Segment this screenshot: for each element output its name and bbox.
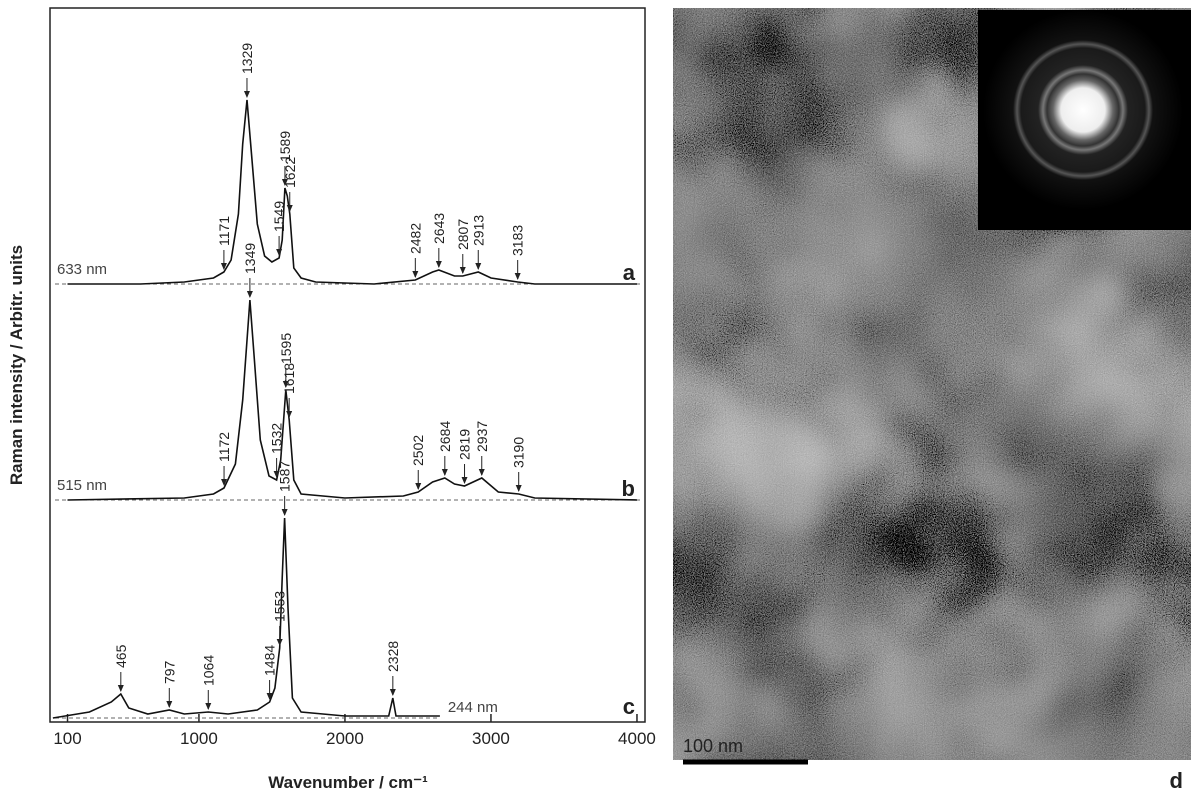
spectrum [52, 517, 440, 719]
series-name: 244 nm [448, 699, 498, 716]
peak-label: 1622 [282, 157, 298, 188]
peak-arrowhead [246, 291, 253, 298]
spectrum [67, 99, 637, 285]
peak-label: 2502 [410, 435, 426, 466]
peak-label: 1553 [272, 591, 288, 622]
peak-label: 1532 [269, 423, 285, 454]
peak-label: 3183 [510, 225, 526, 256]
x-tick-label: 3000 [472, 729, 510, 748]
peak-arrowhead [281, 179, 288, 186]
peak-arrowhead [515, 485, 522, 492]
scale-bar-label: 100 nm [683, 736, 743, 756]
panel-label: c [623, 694, 635, 719]
peak-label: 1171 [216, 216, 232, 246]
plot-frame [49, 7, 646, 723]
peak-arrowhead [205, 703, 212, 710]
series-name: 633 nm [57, 261, 107, 278]
x-tick-label: 1000 [180, 729, 218, 748]
x-axis-label: Wavenumber / cm⁻¹ [268, 773, 428, 792]
peak-arrowhead [243, 91, 250, 98]
y-axis-label: Raman intensity / Arbitr. units [7, 245, 26, 485]
peak-arrowhead [281, 509, 288, 516]
peak-arrowhead [266, 693, 273, 700]
x-tick-label: 100 [53, 729, 81, 748]
peak-label: 797 [161, 660, 177, 684]
peak-arrowhead [441, 469, 448, 476]
peak-label: 1618 [281, 363, 297, 394]
peak-arrowhead [389, 689, 396, 696]
peak-label: 2328 [385, 641, 401, 672]
peak-label: 1549 [271, 201, 287, 232]
peak-arrowhead [459, 267, 466, 274]
peak-arrowhead [273, 471, 280, 478]
peak-label: 1172 [216, 432, 232, 462]
peak-label: 1329 [239, 43, 255, 74]
peak-arrowhead [286, 411, 293, 418]
peak-label: 2913 [470, 215, 486, 246]
peak-arrowhead [220, 263, 227, 270]
diffraction-rings [983, 10, 1183, 210]
peak-label: 2482 [407, 223, 423, 254]
peak-arrowhead [475, 263, 482, 270]
panel-label: b [622, 476, 635, 501]
peak-label: 1589 [277, 131, 293, 162]
peak-label: 1595 [278, 333, 294, 364]
series-name: 515 nm [57, 477, 107, 494]
peak-label: 3190 [511, 437, 527, 468]
peak-arrowhead [286, 205, 293, 212]
peak-arrowhead [276, 249, 283, 256]
peak-arrowhead [412, 271, 419, 278]
peak-arrowhead [282, 381, 289, 388]
peak-label: 1064 [200, 655, 216, 686]
peak-label: 465 [113, 644, 129, 668]
peak-label: 2684 [437, 421, 453, 452]
peak-label: 2643 [431, 213, 447, 244]
peak-label: 2807 [455, 219, 471, 250]
x-tick-label: 4000 [618, 729, 656, 748]
spectrum [67, 299, 638, 501]
x-tick-label: 2000 [326, 729, 364, 748]
peak-arrowhead [478, 469, 485, 476]
panel-label: d [1170, 768, 1183, 793]
peak-arrowhead [461, 477, 468, 484]
peak-label: 2819 [457, 429, 473, 460]
peak-arrowhead [415, 483, 422, 490]
peak-arrowhead [435, 261, 442, 268]
panel-label: a [623, 260, 636, 285]
peak-label: 1349 [242, 243, 258, 274]
tem-image: 100 nm d [673, 8, 1191, 793]
peak-arrowhead [166, 701, 173, 708]
peak-arrowhead [276, 639, 283, 646]
peak-label: 1587 [277, 461, 293, 492]
peak-label: 2937 [474, 421, 490, 452]
peak-label: 1484 [262, 645, 278, 676]
peak-arrowhead [117, 685, 124, 692]
peak-arrowhead [221, 479, 228, 486]
peak-arrowhead [514, 273, 521, 280]
